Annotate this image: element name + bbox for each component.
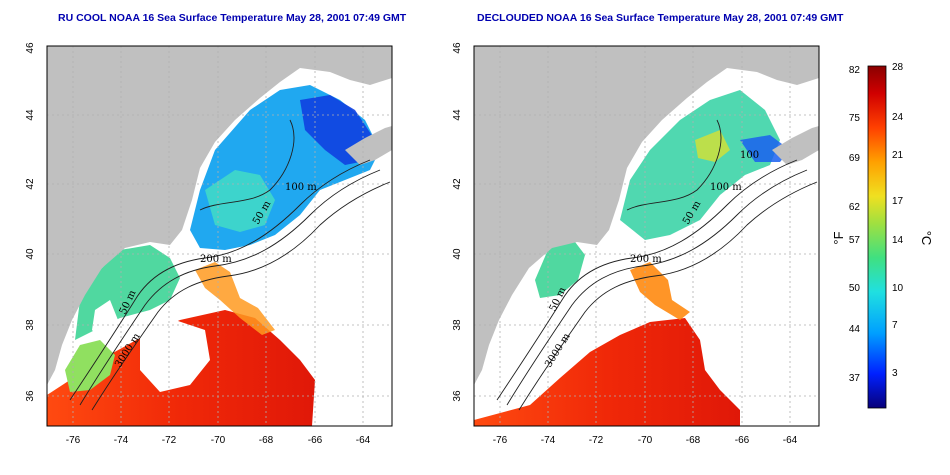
left-map-title: RU COOL NOAA 16 Sea Surface Temperature …	[58, 12, 407, 24]
celsius-tick: 17	[892, 196, 904, 207]
right-lon-tick: -70	[638, 435, 653, 446]
celsius-tick: 28	[892, 62, 904, 73]
left-nova-scotia	[345, 126, 392, 165]
left-lon-tick: -66	[308, 435, 323, 446]
right-contour-label: 100	[740, 150, 759, 161]
fahrenheit-unit-label: °F	[831, 231, 846, 244]
right-lat-tick: 38	[452, 319, 463, 331]
left-grid	[47, 46, 392, 426]
temperature-colorbar: 82 75 69 62 57 50 44 37 28 24 21 17 14 1…	[831, 62, 934, 409]
right-map-frame	[473, 45, 820, 427]
fahrenheit-tick: 82	[849, 65, 861, 76]
right-contour-label: 200 m	[630, 254, 662, 265]
right-lat-tick: 46	[452, 42, 463, 54]
right-lat-tick: 44	[452, 109, 463, 121]
celsius-unit-label: °C	[919, 231, 934, 246]
left-map-frame	[46, 45, 393, 427]
left-contour-label: 100 m	[285, 182, 317, 193]
right-lon-tick: -66	[735, 435, 750, 446]
right-lon-tick: -68	[686, 435, 701, 446]
right-shelf-water	[535, 238, 585, 298]
left-lat-tick: 38	[25, 319, 36, 331]
right-axis-ticks: -76 -74 -72 -70 -68 -66 -64 36 38 40 42 …	[452, 42, 798, 446]
right-grid	[474, 46, 819, 426]
colorbar-fahrenheit-ticks: 82 75 69 62 57 50 44 37	[849, 65, 861, 384]
left-warm-plume	[195, 262, 275, 335]
right-land	[474, 46, 819, 385]
right-map-title: DECLOUDED NOAA 16 Sea Surface Temperatur…	[477, 12, 844, 24]
left-lat-tick: 40	[25, 248, 36, 260]
fahrenheit-tick: 69	[849, 153, 861, 164]
right-lat-tick: 36	[452, 390, 463, 402]
right-warm-water	[474, 318, 740, 426]
left-lat-tick: 46	[25, 42, 36, 54]
left-axis-ticks: -76 -74 -72 -70 -68 -66 -64 36 38 40 42 …	[25, 42, 371, 446]
celsius-tick: 24	[892, 112, 904, 123]
fahrenheit-tick: 62	[849, 202, 861, 213]
left-lon-tick: -68	[259, 435, 274, 446]
fahrenheit-tick: 37	[849, 373, 861, 384]
right-lon-tick: -74	[541, 435, 556, 446]
left-lat-tick: 36	[25, 390, 36, 402]
left-contour-label: 200 m	[200, 254, 232, 265]
right-lat-tick: 42	[452, 178, 463, 190]
right-lon-tick: -64	[783, 435, 798, 446]
fahrenheit-tick: 44	[849, 324, 861, 335]
celsius-tick: 21	[892, 150, 904, 161]
right-lat-tick: 40	[452, 248, 463, 260]
fahrenheit-tick: 75	[849, 113, 861, 124]
left-lat-tick: 42	[25, 178, 36, 190]
celsius-tick: 3	[892, 368, 898, 379]
left-bathymetry-contours	[69, 119, 391, 411]
right-nova-scotia	[772, 126, 819, 165]
colorbar-celsius-ticks: 28 24 21 17 14 10 7 3	[892, 62, 904, 379]
left-shelf-water-south	[65, 340, 115, 392]
left-cloud-cover	[92, 300, 210, 392]
left-lat-tick: 44	[25, 109, 36, 121]
right-lon-tick: -72	[589, 435, 604, 446]
left-lon-tick: -70	[211, 435, 226, 446]
left-land	[47, 46, 392, 385]
fahrenheit-tick: 50	[849, 283, 861, 294]
left-lon-tick: -64	[356, 435, 371, 446]
left-map-panel: 100 m 50 m 200 m 50 m 3000 m -76 -74 -72…	[25, 42, 393, 446]
left-lon-tick: -76	[66, 435, 81, 446]
right-map-panel: 100 100 m 50 m 200 m 50 m 3000 m -76 -74…	[452, 42, 820, 446]
celsius-tick: 14	[892, 235, 904, 246]
fahrenheit-tick: 57	[849, 235, 861, 246]
right-bathymetry-contours	[496, 119, 818, 411]
celsius-tick: 7	[892, 320, 898, 331]
celsius-tick: 10	[892, 283, 904, 294]
left-lon-tick: -72	[162, 435, 177, 446]
left-lon-tick: -74	[114, 435, 129, 446]
right-lon-tick: -76	[493, 435, 508, 446]
right-contour-label: 100 m	[710, 182, 742, 193]
colorbar-gradient	[867, 65, 887, 409]
